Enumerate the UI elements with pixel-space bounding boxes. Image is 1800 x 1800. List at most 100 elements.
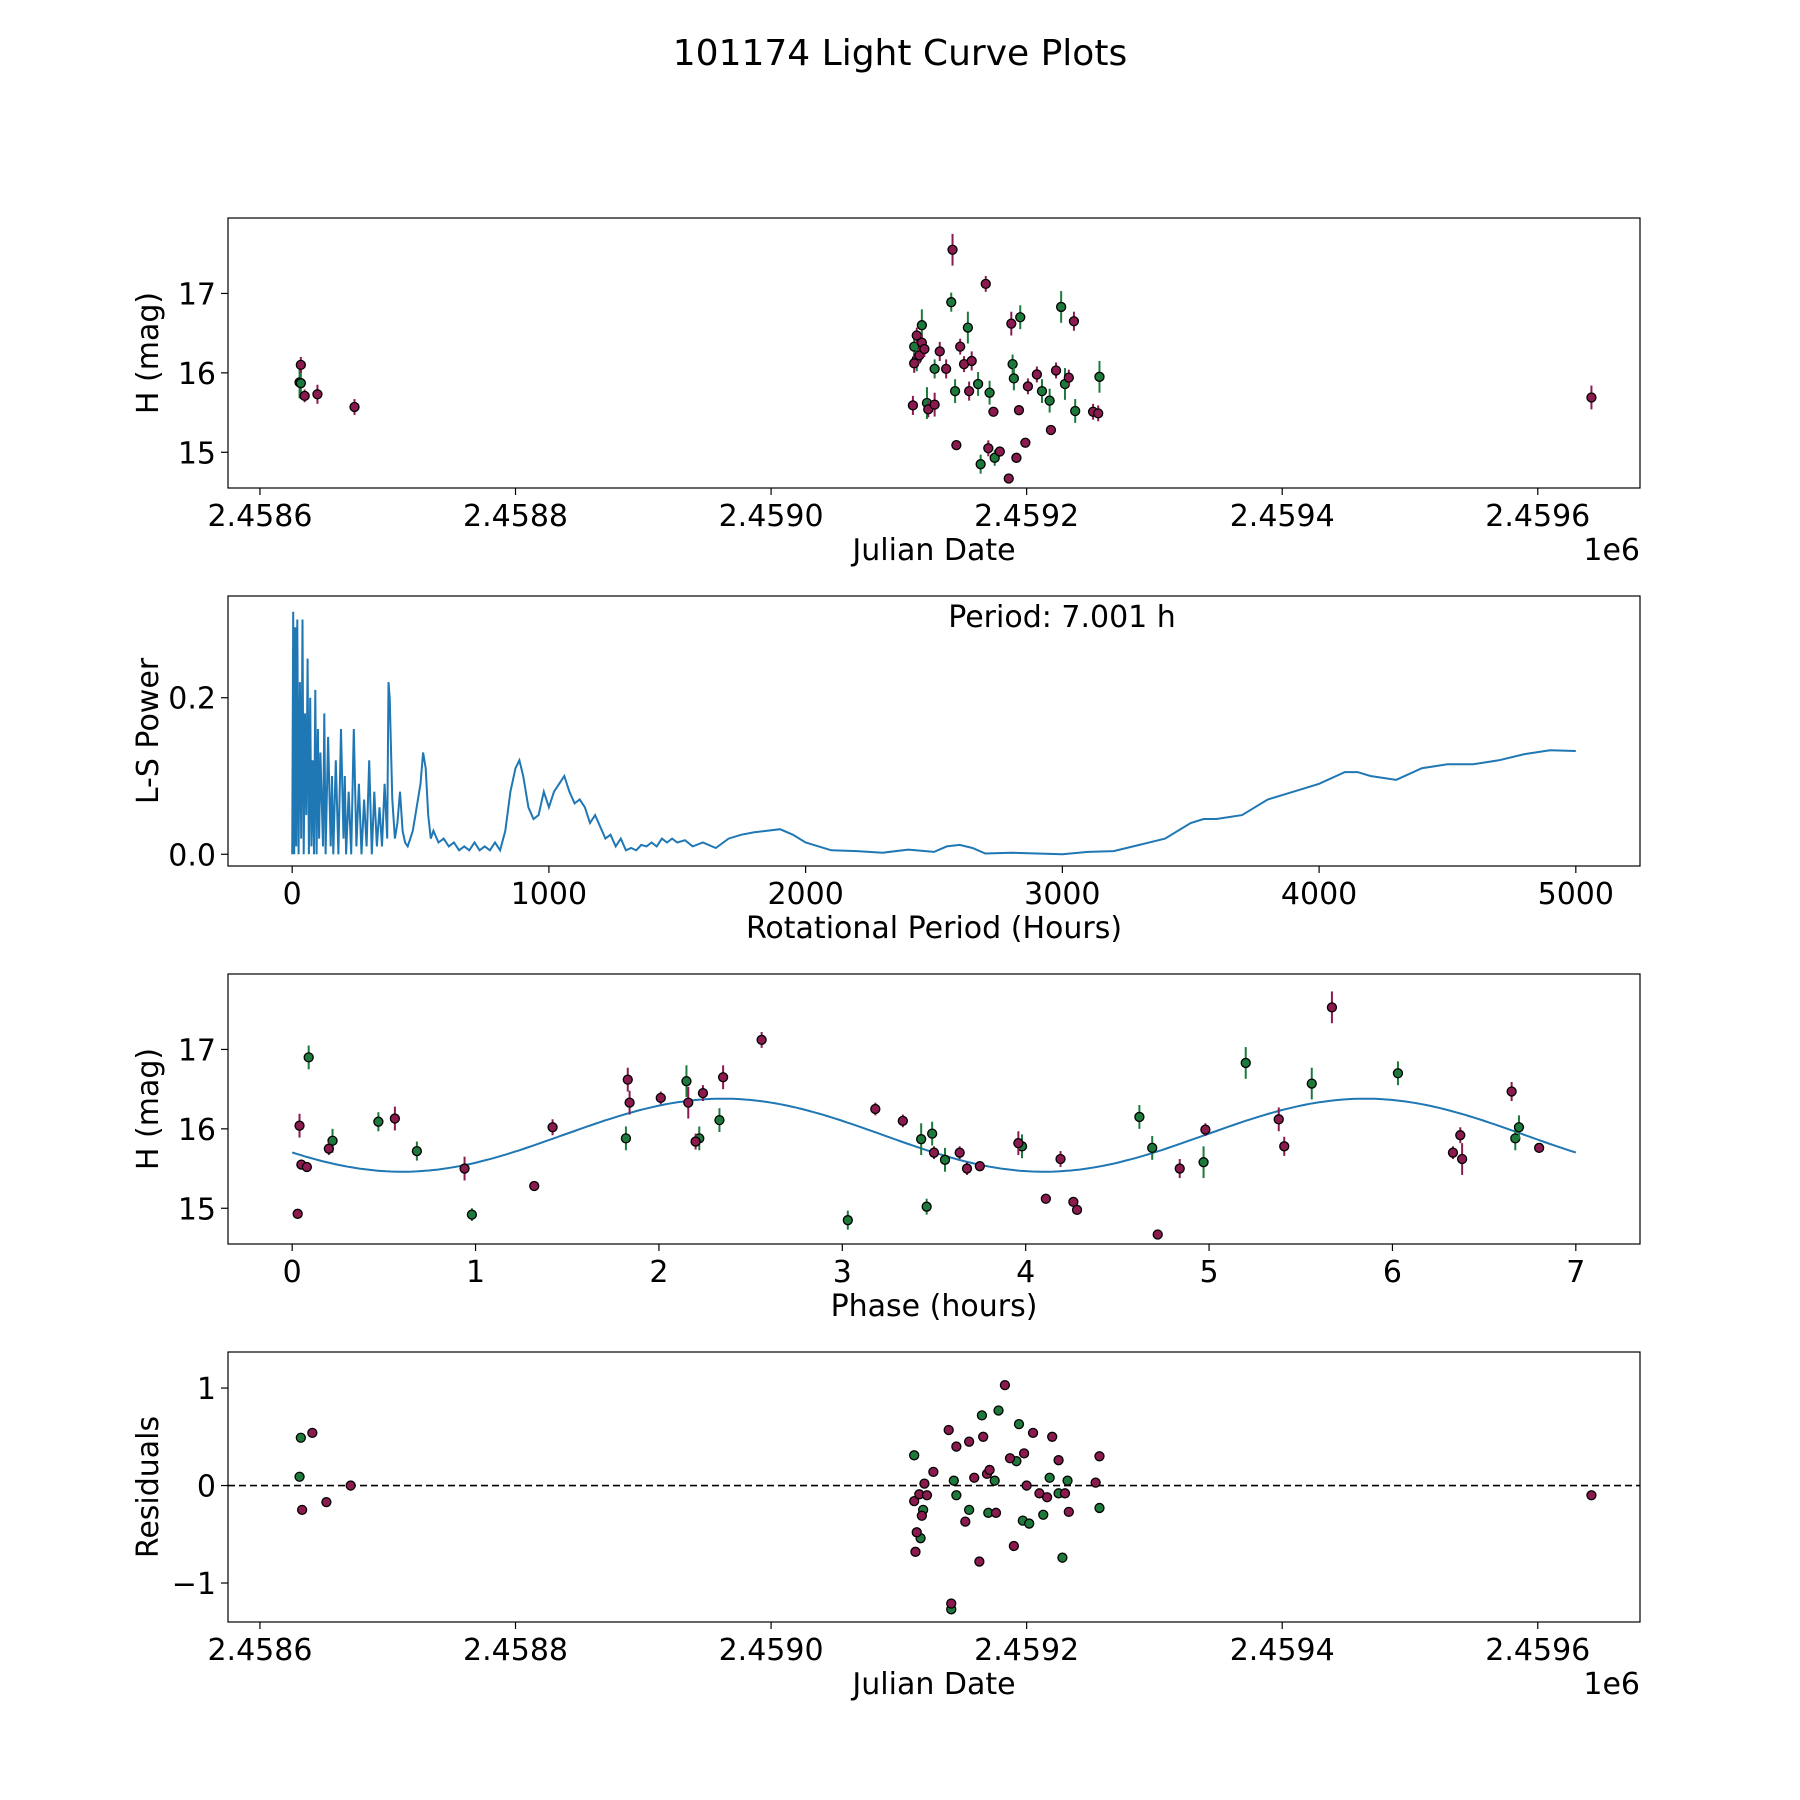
green-data-point: [939, 1154, 951, 1165]
x-axis-label: Rotational Period (Hours): [746, 911, 1122, 946]
x-tick-label: 2.4594: [1230, 1633, 1335, 1668]
green-data-point: [921, 1201, 932, 1212]
x-axis-label: Julian Date: [850, 1667, 1015, 1702]
green-data-point: [1055, 301, 1067, 313]
magenta-data-point: [980, 278, 991, 290]
x-tick-label: 4000: [1281, 877, 1357, 912]
y-axis-label: H (mag): [131, 1048, 166, 1170]
green-data-point: [714, 1114, 725, 1126]
x-tick-label: 2.4590: [719, 1633, 824, 1668]
x-tick-label: 2.4586: [207, 499, 312, 534]
magenta-data-point: [999, 1379, 1011, 1391]
x-tick-label: 2.4596: [1485, 499, 1590, 534]
magenta-data-point: [909, 358, 920, 369]
magenta-data-point: [1013, 1137, 1024, 1149]
y-tick-label: 17: [178, 1033, 216, 1068]
magenta-data-point: [1022, 381, 1034, 392]
green-data-point: [989, 1475, 1000, 1486]
magenta-data-point: [301, 1161, 313, 1173]
magenta-data-point: [919, 1478, 930, 1489]
x-tick-label: 2.4596: [1485, 1633, 1590, 1668]
magenta-data-point: [990, 1507, 1002, 1518]
y-tick-label: 0: [197, 1470, 216, 1505]
magenta-data-point: [960, 1516, 971, 1527]
magenta-data-point: [1094, 1451, 1105, 1462]
magenta-data-point: [1055, 1153, 1066, 1165]
magenta-data-point: [943, 1424, 954, 1436]
green-data-point: [951, 1490, 962, 1501]
x-tick-label: 0: [283, 877, 302, 912]
y-tick-label: 15: [178, 1192, 216, 1227]
magenta-data-point: [955, 341, 966, 352]
magenta-data-point: [389, 1113, 401, 1124]
green-data-point: [1392, 1068, 1404, 1079]
x-tick-label: 3000: [1024, 877, 1100, 912]
y-tick-label: 16: [178, 357, 216, 392]
magenta-data-point: [1063, 1506, 1074, 1518]
magenta-data-point: [1586, 392, 1597, 403]
green-data-point: [842, 1215, 853, 1226]
magenta-data-point: [683, 1097, 694, 1108]
axes-frame: [227, 1351, 1641, 1623]
magenta-data-point: [983, 443, 994, 454]
x-tick-label: 2.4594: [1230, 499, 1335, 534]
green-data-point: [975, 459, 986, 470]
magenta-data-point: [1279, 1141, 1290, 1152]
magenta-data-point: [1152, 1229, 1163, 1240]
green-data-point: [681, 1076, 692, 1087]
magenta-data-point: [946, 1598, 957, 1609]
magenta-data-point: [907, 400, 919, 411]
green-data-point: [1070, 405, 1081, 417]
y-tick-label: 17: [178, 277, 216, 312]
magenta-data-point: [1174, 1163, 1185, 1174]
green-data-point: [295, 378, 306, 389]
green-data-point: [303, 1052, 314, 1063]
magenta-data-point: [529, 1180, 540, 1192]
magenta-data-point: [963, 1436, 975, 1447]
x-tick-label: 7: [1566, 1255, 1585, 1290]
plot-area: [228, 1379, 1640, 1615]
magenta-data-point: [929, 399, 940, 410]
x-tick-label: 5: [1200, 1255, 1219, 1290]
magenta-data-point: [717, 1072, 729, 1083]
plot-area: [291, 611, 1576, 856]
green-data-point: [993, 1405, 1004, 1416]
magenta-data-point: [1040, 1193, 1052, 1204]
magenta-data-point: [1041, 1492, 1053, 1503]
green-data-point: [1198, 1157, 1209, 1168]
magenta-data-point: [1059, 1488, 1071, 1499]
y-axis-label: Residuals: [131, 1416, 166, 1558]
magenta-data-point: [1003, 473, 1014, 484]
x-axis-label: Julian Date: [850, 533, 1015, 568]
magenta-data-point: [321, 1496, 332, 1508]
magenta-data-point: [294, 1120, 305, 1131]
green-data-point: [1094, 1502, 1105, 1514]
y-tick-label: 0.2: [168, 682, 216, 717]
x-tick-label: 2: [649, 1255, 668, 1290]
magenta-data-point: [1071, 1204, 1083, 1216]
plot-area: [291, 991, 1577, 1240]
x-offset-label: 1e6: [1583, 533, 1640, 568]
green-data-point: [1008, 373, 1020, 384]
power-spectrum-line: [291, 611, 1576, 856]
green-data-point: [963, 1504, 975, 1516]
magenta-data-point: [1004, 1453, 1016, 1464]
green-data-point: [972, 378, 984, 390]
magenta-data-point: [928, 1466, 939, 1478]
magenta-data-point: [1027, 1427, 1039, 1439]
y-tick-label: 1: [197, 1372, 216, 1407]
plot-area: [294, 233, 1597, 484]
period-annotation: Period: 7.001 h: [948, 600, 1176, 635]
green-data-point: [411, 1145, 423, 1157]
green-data-point: [962, 322, 974, 333]
magenta-data-point: [624, 1097, 635, 1108]
magenta-data-point: [1273, 1114, 1284, 1125]
y-axis-label: H (mag): [131, 292, 166, 414]
magenta-data-point: [910, 1546, 921, 1557]
magenta-data-point: [1011, 452, 1022, 463]
magenta-data-point: [963, 385, 975, 397]
green-data-point: [948, 1475, 959, 1486]
magenta-data-point: [1456, 1153, 1468, 1165]
magenta-data-point: [961, 1163, 973, 1174]
